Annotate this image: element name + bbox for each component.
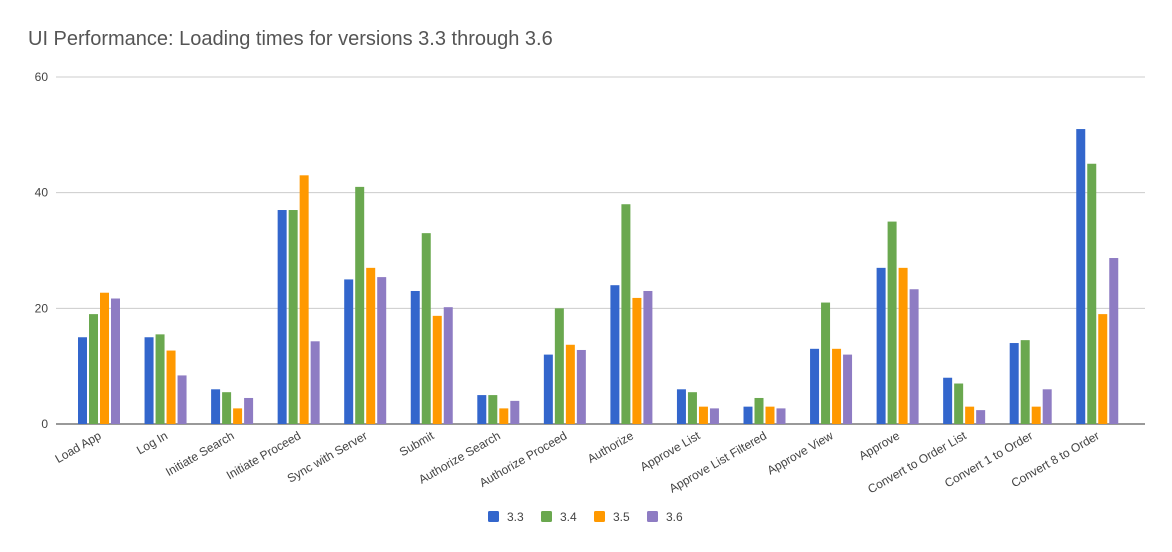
bar-3-6 — [377, 277, 387, 424]
bar-3-4 — [288, 210, 298, 424]
bar-3-3 — [277, 210, 287, 424]
bar-3-3 — [810, 348, 820, 424]
legend-swatch — [647, 511, 658, 522]
bar-3-6 — [776, 408, 786, 424]
bar-3-5 — [565, 344, 575, 424]
legend-label: 3.5 — [613, 510, 630, 524]
bar-3-4 — [355, 186, 365, 424]
bar-3-3 — [144, 337, 154, 424]
bar-3-4 — [554, 308, 564, 424]
bar-3-5 — [299, 175, 309, 424]
bar-3-5 — [765, 406, 775, 424]
bar-3-6 — [709, 408, 719, 424]
bar-3-3 — [1009, 343, 1019, 424]
bar-3-5 — [100, 292, 109, 424]
bar-3-5 — [233, 408, 243, 424]
bar-3-6 — [1042, 389, 1052, 424]
bar-3-4 — [621, 204, 631, 424]
bar-3-5 — [1098, 314, 1108, 424]
y-tick-label: 60 — [35, 70, 49, 84]
legend-swatch — [541, 511, 552, 522]
legend-swatch — [488, 511, 499, 522]
bar-3-6 — [1109, 258, 1119, 424]
bar-3-4 — [222, 392, 232, 424]
bar-3-3 — [211, 389, 221, 424]
bar-3-5 — [698, 406, 708, 424]
bar-3-3 — [743, 406, 753, 424]
y-tick-label: 20 — [35, 301, 49, 315]
y-tick-label: 0 — [41, 417, 48, 431]
bar-3-5 — [1031, 406, 1041, 424]
bar-3-4 — [1087, 163, 1097, 424]
bar-3-6 — [244, 397, 254, 424]
bar-3-4 — [155, 334, 165, 424]
bar-3-3 — [676, 389, 686, 424]
bar-3-6 — [643, 290, 653, 424]
bar-3-4 — [887, 221, 897, 424]
bar-3-3 — [610, 285, 620, 424]
x-tick-label: Approve — [856, 428, 902, 463]
bar-3-5 — [898, 267, 908, 424]
y-tick-label: 40 — [35, 186, 49, 200]
bar-3-6 — [510, 400, 520, 424]
bar-3-3 — [344, 279, 354, 424]
bar-3-3 — [876, 267, 886, 424]
bar-3-4 — [89, 314, 98, 424]
bar-3-6 — [310, 341, 320, 424]
legend-swatch — [594, 511, 605, 522]
bar-3-4 — [421, 233, 431, 424]
bar-3-6 — [909, 289, 919, 424]
bar-3-6 — [576, 349, 586, 424]
bar-3-6 — [443, 307, 453, 424]
bar-3-4 — [1020, 340, 1030, 424]
legend-label: 3.4 — [560, 510, 577, 524]
bar-3-3 — [1076, 129, 1086, 425]
bar-3-4 — [954, 383, 964, 424]
chart-title: UI Performance: Loading times for versio… — [28, 28, 553, 50]
bar-3-3 — [78, 337, 87, 424]
bar-3-6 — [177, 375, 187, 424]
bar-3-3 — [943, 377, 953, 424]
legend-label: 3.3 — [507, 510, 524, 524]
x-tick-label: Log In — [134, 428, 170, 457]
bar-3-5 — [166, 350, 176, 424]
bar-3-5 — [632, 297, 642, 424]
bar-3-3 — [410, 290, 420, 424]
bar-3-5 — [965, 406, 975, 424]
x-tick-label: Authorize — [585, 428, 636, 466]
bar-3-4 — [754, 397, 764, 424]
bar-3-6 — [111, 298, 120, 424]
bar-3-5 — [366, 267, 376, 424]
legend-label: 3.6 — [666, 510, 683, 524]
bar-3-6 — [843, 354, 853, 424]
x-tick-label: Submit — [397, 428, 437, 459]
bar-3-4 — [488, 395, 498, 424]
bar-3-5 — [499, 408, 509, 424]
bar-3-4 — [821, 302, 831, 424]
bar-3-3 — [543, 354, 553, 424]
x-tick-label: Approve View — [765, 428, 836, 477]
bar-3-6 — [976, 410, 986, 424]
x-tick-label: Load App — [53, 428, 104, 466]
bar-3-5 — [432, 315, 442, 424]
bar-3-3 — [477, 395, 487, 424]
bar-3-5 — [832, 348, 842, 424]
bar-3-4 — [687, 392, 697, 424]
